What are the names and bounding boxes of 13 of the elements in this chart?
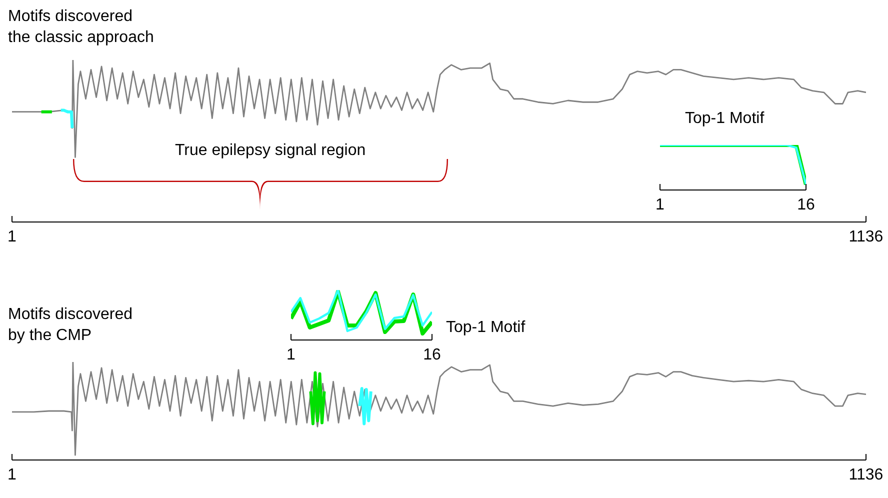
x-tick-label: 1 — [8, 466, 17, 484]
x-tick-label: 1 — [286, 346, 296, 364]
x-tick-label: 16 — [423, 346, 441, 364]
chart-title: Motifs discovered by the CMP — [8, 305, 132, 346]
chart-title: Motifs discovered the classic approach — [8, 7, 154, 48]
x-tick-label: 1136 — [848, 466, 884, 484]
chart-title: Top-1 Motif — [685, 109, 764, 129]
x-tick-label: 1 — [656, 196, 665, 214]
x-tick-label: 1 — [8, 228, 17, 246]
text: Top-1 Motif — [446, 318, 526, 338]
x-tick-label: 16 — [797, 196, 815, 214]
annotation: True epilepsy signal region — [175, 142, 366, 160]
x-tick-label: 1136 — [848, 228, 884, 246]
